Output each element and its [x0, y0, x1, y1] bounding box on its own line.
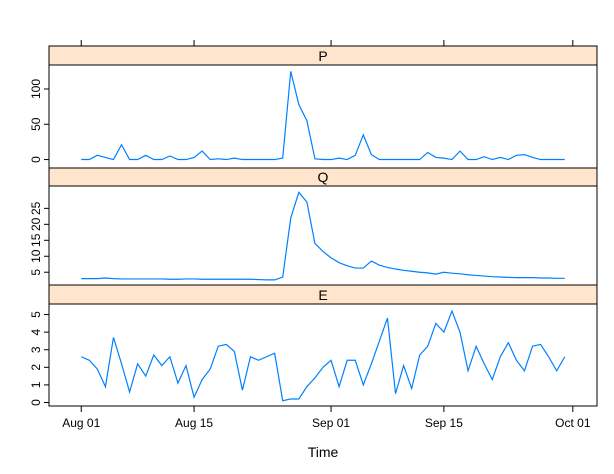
- strip-label-p: P: [318, 48, 327, 64]
- y-tick-label-p: 0: [29, 156, 43, 163]
- x-axis-title: Time: [308, 444, 339, 460]
- y-tick-label-e: 0: [29, 399, 43, 406]
- series-line-q: [81, 191, 565, 281]
- x-tick-label: Sep 15: [425, 416, 463, 430]
- y-tick-label-q: 20: [29, 217, 43, 231]
- y-tick-label-q: 5: [29, 269, 43, 276]
- y-tick-label-e: 1: [29, 381, 43, 388]
- y-tick-label-q: 25: [29, 201, 43, 215]
- y-tick-label-p: 50: [29, 117, 43, 131]
- strip-label-e: E: [318, 287, 327, 303]
- y-tick-label-e: 4: [29, 328, 43, 335]
- series-line-p: [81, 71, 565, 161]
- y-tick-label-p: 100: [29, 79, 43, 99]
- plot-frame-e: [48, 303, 598, 407]
- strip-label-q: Q: [318, 169, 329, 185]
- x-tick-label: Aug 01: [62, 416, 100, 430]
- plot-frame-p: [48, 64, 598, 169]
- y-tick-label-e: 3: [29, 346, 43, 353]
- plot-frame-q: [48, 185, 598, 286]
- x-tick-label: Aug 15: [175, 416, 213, 430]
- y-tick-label-q: 10: [29, 249, 43, 263]
- y-tick-label-e: 2: [29, 364, 43, 371]
- x-axis: Aug 01 Aug 15 Sep 01 Sep 15 Oct 01: [62, 40, 591, 430]
- panel-p: P 0 50 100: [29, 45, 598, 169]
- series-line-e: [80, 309, 566, 402]
- x-tick-label: Oct 01: [555, 416, 591, 430]
- panel-q: Q 5 10 15 20 25: [29, 167, 598, 286]
- y-tick-label-e: 5: [29, 311, 43, 318]
- x-tick-label: Sep 01: [312, 416, 350, 430]
- y-tick-label-q: 15: [29, 233, 43, 247]
- panels-group: P 0 50 100 Q 5 10 15 20 25 E 0 1 2 3 4 5: [29, 45, 598, 407]
- panel-e: E 0 1 2 3 4 5: [29, 284, 598, 407]
